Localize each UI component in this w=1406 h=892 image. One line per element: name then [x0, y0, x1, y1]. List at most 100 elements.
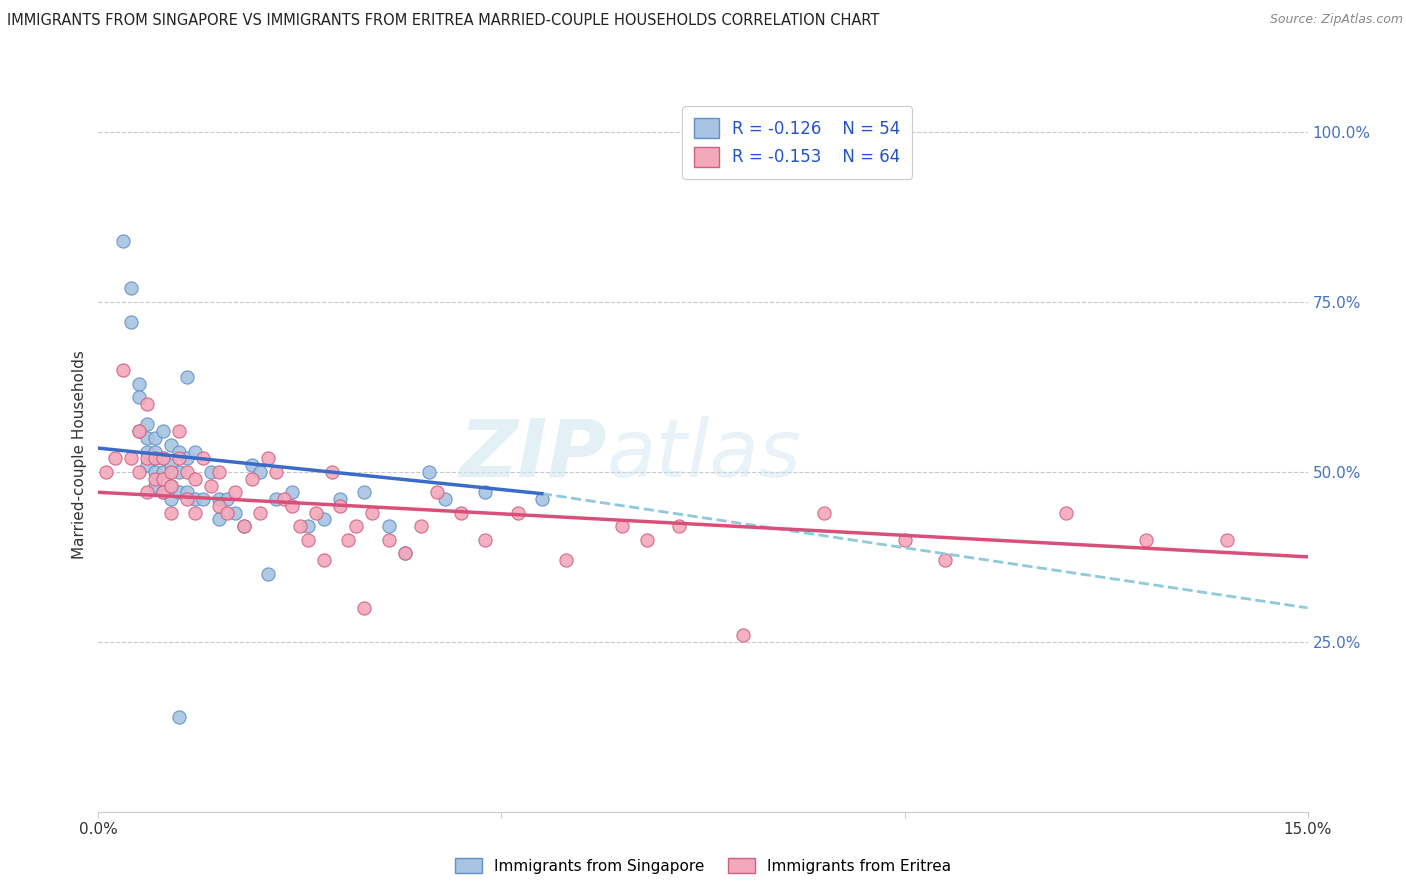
Point	[344, 519, 367, 533]
Point	[135, 397, 157, 411]
Point	[167, 709, 190, 723]
Point	[160, 478, 183, 492]
Point	[111, 234, 134, 248]
Point	[934, 553, 956, 567]
Point	[450, 506, 472, 520]
Point	[176, 485, 198, 500]
Point	[120, 451, 142, 466]
Point	[208, 465, 231, 479]
Point	[160, 458, 183, 472]
Point	[176, 369, 198, 384]
Point	[152, 485, 174, 500]
Point	[612, 519, 634, 533]
Point	[337, 533, 360, 547]
Point	[240, 472, 263, 486]
Point	[530, 492, 553, 507]
Point	[103, 451, 125, 466]
Point	[143, 431, 166, 445]
Point	[217, 492, 239, 507]
Point	[249, 506, 271, 520]
Point	[281, 499, 304, 513]
Point	[135, 444, 157, 458]
Point	[733, 628, 755, 642]
Point	[135, 431, 157, 445]
Point	[193, 492, 215, 507]
Point	[240, 458, 263, 472]
Point	[321, 465, 343, 479]
Legend: Immigrants from Singapore, Immigrants from Eritrea: Immigrants from Singapore, Immigrants fr…	[449, 852, 957, 880]
Point	[96, 465, 118, 479]
Point	[1135, 533, 1157, 547]
Point	[377, 533, 399, 547]
Point	[143, 478, 166, 492]
Point	[160, 478, 183, 492]
Point	[224, 485, 246, 500]
Point	[1054, 506, 1077, 520]
Point	[200, 478, 222, 492]
Point	[224, 506, 246, 520]
Point	[232, 519, 254, 533]
Point	[208, 512, 231, 526]
Point	[176, 492, 198, 507]
Point	[893, 533, 915, 547]
Point	[329, 499, 352, 513]
Point	[152, 451, 174, 466]
Point	[167, 424, 190, 438]
Point	[264, 465, 287, 479]
Point	[167, 451, 190, 466]
Legend: R = -0.126    N = 54, R = -0.153    N = 64: R = -0.126 N = 54, R = -0.153 N = 64	[682, 106, 912, 178]
Point	[353, 600, 375, 615]
Point	[160, 465, 183, 479]
Point	[474, 485, 496, 500]
Point	[143, 451, 166, 466]
Point	[184, 492, 207, 507]
Point	[160, 492, 183, 507]
Point	[184, 506, 207, 520]
Point	[297, 519, 319, 533]
Point	[208, 499, 231, 513]
Point	[418, 465, 440, 479]
Point	[232, 519, 254, 533]
Point	[636, 533, 658, 547]
Point	[281, 485, 304, 500]
Point	[128, 465, 150, 479]
Point	[200, 465, 222, 479]
Point	[813, 506, 835, 520]
Point	[288, 519, 311, 533]
Point	[394, 546, 416, 560]
Point	[297, 533, 319, 547]
Point	[152, 472, 174, 486]
Point	[176, 465, 198, 479]
Text: IMMIGRANTS FROM SINGAPORE VS IMMIGRANTS FROM ERITREA MARRIED-COUPLE HOUSEHOLDS C: IMMIGRANTS FROM SINGAPORE VS IMMIGRANTS …	[7, 13, 879, 29]
Point	[143, 444, 166, 458]
Point	[167, 485, 190, 500]
Text: Source: ZipAtlas.com: Source: ZipAtlas.com	[1270, 13, 1403, 27]
Point	[193, 451, 215, 466]
Point	[217, 506, 239, 520]
Point	[256, 451, 278, 466]
Point	[143, 451, 166, 466]
Point	[152, 424, 174, 438]
Point	[160, 506, 183, 520]
Point	[1216, 533, 1239, 547]
Point	[143, 472, 166, 486]
Point	[184, 472, 207, 486]
Point	[474, 533, 496, 547]
Point	[555, 553, 578, 567]
Point	[377, 519, 399, 533]
Text: atlas: atlas	[606, 416, 801, 494]
Point	[135, 417, 157, 432]
Point	[143, 465, 166, 479]
Point	[152, 485, 174, 500]
Point	[426, 485, 449, 500]
Point	[314, 512, 336, 526]
Point	[128, 424, 150, 438]
Point	[152, 465, 174, 479]
Point	[120, 315, 142, 329]
Point	[329, 492, 352, 507]
Point	[167, 444, 190, 458]
Point	[128, 390, 150, 404]
Point	[128, 376, 150, 391]
Point	[208, 492, 231, 507]
Point	[314, 553, 336, 567]
